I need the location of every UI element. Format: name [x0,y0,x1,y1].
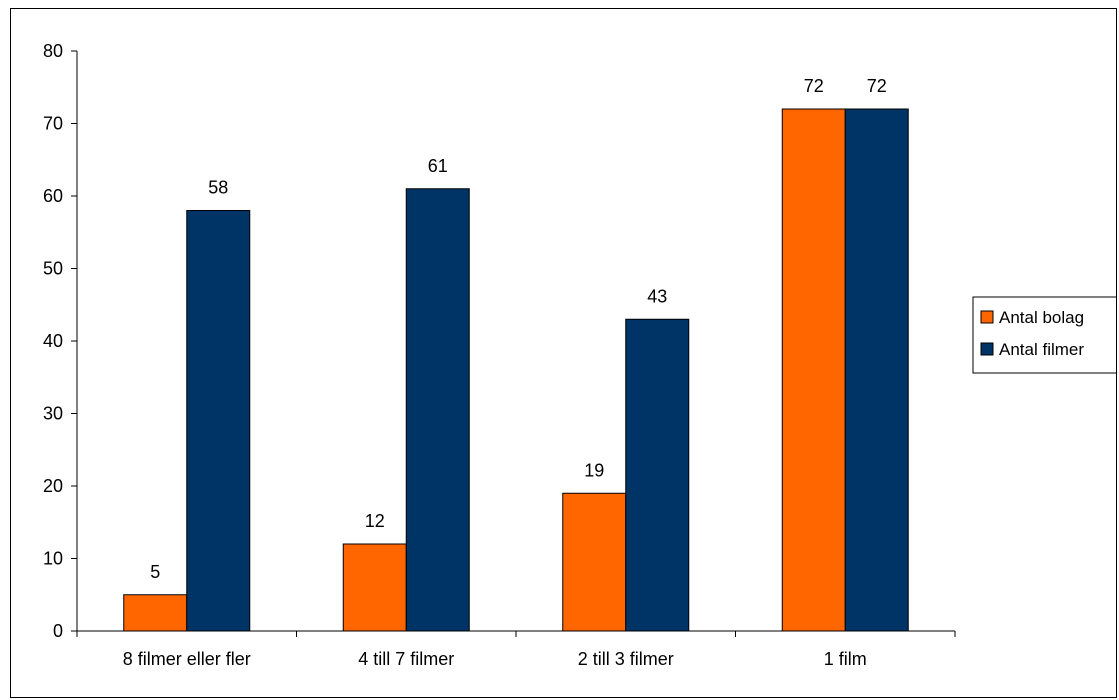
data-label: 72 [867,76,887,96]
y-tick-label: 30 [43,404,63,424]
bar [123,594,188,632]
legend-swatch [980,342,994,356]
y-tick-label: 10 [43,549,63,569]
bar [562,492,627,632]
bar [186,210,251,632]
x-tick-label: 4 till 7 filmer [358,649,454,669]
bar [844,108,909,632]
bar [625,318,690,632]
y-tick-label: 80 [43,41,63,61]
bar [405,188,470,632]
bar [342,543,407,632]
y-tick-label: 70 [43,114,63,134]
data-label: 5 [150,562,160,582]
x-tick-label: 1 film [824,649,867,669]
bar [781,108,846,632]
legend-label: Antal filmer [999,340,1084,359]
legend-label: Antal bolag [999,308,1084,327]
chart-frame: 0 10 20 30 40 50 60 70 80 8 filmer eller fler 5 58 4… [10,8,1117,698]
data-label: 12 [365,511,385,531]
legend-box [972,296,1116,374]
data-label: 43 [647,286,667,306]
legend-swatch [980,310,994,324]
y-tick-label: 50 [43,259,63,279]
data-label: 72 [804,76,824,96]
data-label: 58 [208,178,228,198]
y-tick-label: 0 [53,621,63,641]
y-tick-label: 40 [43,331,63,351]
data-label: 61 [428,156,448,176]
x-tick-label: 8 filmer eller fler [123,649,251,669]
y-tick-label: 60 [43,186,63,206]
y-tick-label: 20 [43,476,63,496]
bar-chart: 0 10 20 30 40 50 60 70 80 8 filmer eller fler 5 58 4… [43,41,1116,669]
x-tick-label: 2 till 3 filmer [578,649,674,669]
data-label: 19 [584,460,604,480]
